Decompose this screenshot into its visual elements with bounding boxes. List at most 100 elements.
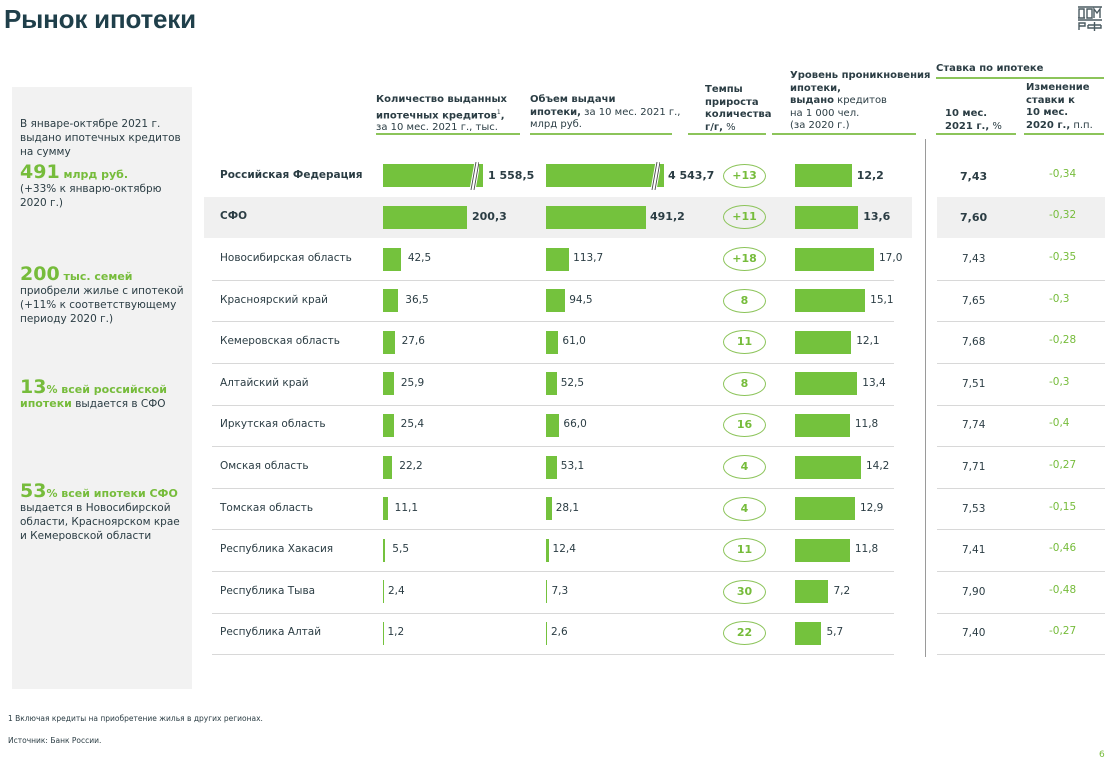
volume-bar bbox=[546, 372, 557, 396]
rate-value: 7,90 bbox=[962, 585, 986, 598]
header-text: (за 2020 г.) bbox=[790, 120, 850, 131]
region-name: Новосибирская область bbox=[220, 252, 352, 264]
penetration-bar bbox=[795, 413, 850, 437]
rate-value: 7,41 bbox=[962, 544, 986, 557]
row-separator bbox=[212, 321, 894, 323]
penetration-value: 13,4 bbox=[862, 376, 886, 389]
region-name: Алтайский край bbox=[220, 376, 309, 389]
summary-unit: % всей российской bbox=[46, 383, 167, 396]
summary-big-number: 53 bbox=[20, 480, 47, 502]
header-underline bbox=[772, 133, 916, 135]
region-name: Республика Алтай bbox=[220, 626, 322, 639]
volume-bar bbox=[546, 580, 548, 604]
header-text: прироста bbox=[705, 96, 759, 108]
count-bar bbox=[383, 330, 395, 354]
growth-badge: +13 bbox=[723, 163, 766, 188]
volume-value: 12,4 bbox=[552, 543, 576, 556]
row-separator bbox=[212, 279, 894, 281]
penetration-value: 14,2 bbox=[865, 460, 890, 472]
summary-text: В январе-октябре 2021 г. bbox=[20, 118, 161, 130]
row-separator bbox=[212, 571, 894, 572]
volume-value: 94,5 bbox=[569, 293, 593, 306]
summary-big-number: 491 bbox=[20, 161, 60, 183]
summary-text: приобрели жилье с ипотекой bbox=[20, 285, 184, 297]
volume-bar bbox=[546, 247, 570, 271]
volume-value: 52,5 bbox=[560, 376, 585, 389]
volume-value: 4 543,7 bbox=[668, 168, 715, 182]
rate-value: 7,43 bbox=[962, 253, 986, 265]
row-separator bbox=[937, 404, 1105, 406]
rate-value: 7,43 bbox=[960, 169, 988, 183]
summary-text: выдается в СФО bbox=[71, 398, 166, 410]
header-text: ипотеки, bbox=[530, 106, 581, 118]
header-text: % bbox=[722, 121, 736, 133]
header-penetration: Уровень проникновения ипотеки, выдано кр… bbox=[790, 70, 930, 133]
summary-text: области, Красноярском крае bbox=[20, 516, 180, 528]
volume-bar bbox=[546, 164, 664, 188]
domrf-logo-icon bbox=[1078, 6, 1102, 31]
penetration-bar bbox=[795, 580, 829, 604]
region-name: Республика Тыва bbox=[220, 584, 316, 597]
row-separator bbox=[937, 612, 1105, 614]
rate-value: 7,60 bbox=[960, 211, 988, 225]
volume-bar bbox=[546, 413, 560, 437]
count-value: 42,5 bbox=[407, 252, 432, 264]
count-bar bbox=[383, 205, 467, 229]
count-value: 1,2 bbox=[387, 626, 405, 639]
row-separator bbox=[937, 279, 1105, 281]
row-separator bbox=[212, 446, 894, 448]
header-text: Ставка по ипотеке bbox=[936, 63, 1044, 74]
volume-value: 491,2 bbox=[650, 210, 685, 224]
summary-text: 2020 г.) bbox=[20, 197, 64, 209]
header-text: Объем выдачи bbox=[530, 94, 616, 105]
row-separator bbox=[937, 529, 1105, 531]
summary-block-volume: В январе-октябре 2021 г. выдано ипотечны… bbox=[20, 117, 188, 210]
header-text: 10 мес. bbox=[1026, 107, 1069, 118]
penetration-bar bbox=[795, 247, 874, 271]
region-name: Томская область bbox=[220, 501, 314, 514]
count-bar bbox=[383, 247, 401, 271]
region-name: Омская область bbox=[220, 460, 309, 472]
count-bar bbox=[383, 497, 388, 521]
header-text: г/г, bbox=[705, 121, 723, 133]
penetration-value: 12,2 bbox=[856, 168, 884, 182]
row-separator bbox=[212, 404, 894, 406]
summary-text: периоду 2020 г.) bbox=[20, 313, 114, 325]
header-text: Количество выданных bbox=[376, 94, 507, 105]
row-separator bbox=[937, 654, 1105, 656]
volume-value: 53,1 bbox=[560, 460, 585, 472]
count-value: 5,5 bbox=[392, 543, 409, 556]
volume-bar bbox=[546, 455, 557, 479]
region-name: Кемеровская область bbox=[220, 335, 340, 348]
penetration-value: 7,2 bbox=[833, 584, 851, 597]
summary-big-number: 13 bbox=[20, 376, 47, 398]
volume-bar bbox=[546, 497, 552, 521]
header-text: ипотечных кредитов bbox=[376, 109, 497, 121]
row-separator bbox=[212, 612, 894, 614]
penetration-value: 11,8 bbox=[854, 418, 879, 431]
summary-text: на сумму bbox=[20, 146, 71, 158]
header-text: 10 мес. bbox=[945, 108, 988, 119]
growth-badge: 16 bbox=[723, 413, 766, 438]
footnote: 1 Включая кредиты на приобретение жилья … bbox=[8, 714, 263, 723]
header-underline bbox=[936, 77, 1104, 79]
volume-bar bbox=[546, 205, 646, 229]
rate-value: 7,71 bbox=[962, 461, 986, 473]
axis-break-icon bbox=[650, 161, 660, 190]
page-number: 6 bbox=[1099, 750, 1105, 760]
count-bar bbox=[383, 164, 483, 188]
header-text: п.п. bbox=[1070, 119, 1093, 131]
row-separator bbox=[937, 363, 1105, 364]
row-separator bbox=[212, 654, 894, 656]
header-text: выдано bbox=[790, 95, 834, 106]
row-separator bbox=[212, 529, 894, 531]
header-text: Изменение bbox=[1026, 82, 1090, 93]
rate-value: 7,74 bbox=[962, 419, 986, 432]
penetration-bar bbox=[795, 205, 859, 229]
header-text: ставки к bbox=[1026, 94, 1075, 106]
header-volume: Объем выдачи ипотеки, за 10 мес. 2021 г.… bbox=[530, 94, 680, 132]
penetration-bar bbox=[795, 497, 855, 521]
growth-badge: 8 bbox=[723, 371, 766, 396]
rate-change-value: -0,35 bbox=[1049, 251, 1077, 263]
rate-change-value: -0,3 bbox=[1049, 292, 1070, 305]
